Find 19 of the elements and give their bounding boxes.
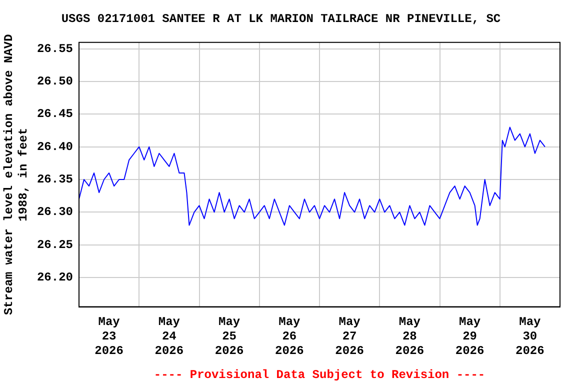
y-tick-label: 26.55 [36, 42, 73, 56]
x-tick-label: May 25 2026 [214, 315, 244, 358]
y-tick-label: 26.45 [36, 107, 73, 122]
y-tick-label: 26.50 [36, 74, 73, 89]
x-tick-label: May 28 2026 [395, 315, 424, 358]
x-tick-label: May 30 2026 [516, 315, 544, 358]
x-tick-label: May 29 2026 [455, 315, 484, 358]
y-tick-label: 26.40 [36, 140, 73, 154]
y-tick-label: 26.35 [36, 172, 73, 187]
y-tick-label: 26.20 [36, 270, 73, 284]
text: ---- Provisional Data Subject to Revision ---- [154, 368, 486, 382]
x-tick-label: May 26 2026 [275, 315, 304, 358]
x-tick-label: May 24 2026 [154, 315, 184, 358]
y-tick-label: 26.25 [36, 238, 73, 252]
y-axis-title: Stream water level elevation above NAVD 1988, in feet [2, 34, 31, 316]
x-tick-label: May 23 2026 [94, 315, 124, 358]
y-tick-label: 26.30 [36, 205, 73, 220]
chart-title: USGS 02171001 SANTEE R AT LK MARION TAILRACE NR PINEVILLE, SC [61, 12, 501, 26]
x-tick-label: May 27 2026 [335, 315, 364, 358]
